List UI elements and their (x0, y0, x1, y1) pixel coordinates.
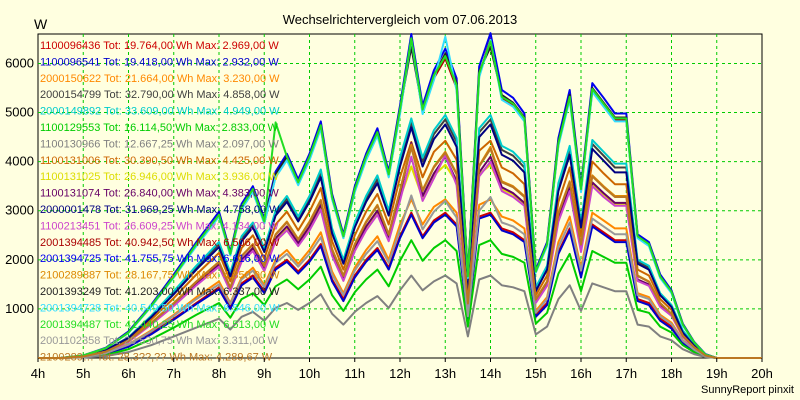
legend-entry: 2001393249 Tot: 41.203,00 Wh Max: 6.337,… (40, 286, 280, 298)
x-tick-label: 16h (570, 366, 592, 381)
legend-entry: 1100213451 Tot: 26.609,25 Wh Max: 4.134,… (40, 220, 279, 232)
x-tick-label: 18h (661, 366, 683, 381)
series-line-1100129553 (38, 239, 762, 359)
legend-entry: 2100289… Tot: 28.3??,?? Wh Max: 4.289,67… (40, 352, 273, 364)
y-axis: 1000 2000 3000 4000 5000 6000 (5, 55, 34, 315)
legend-entry: 1100131025 Tot: 26.946,00 Wh Max: 3.936,… (40, 171, 279, 183)
legend-entry: 2001394485 Tot: 40.942,50 Wh Max: 6.506,… (40, 237, 280, 249)
legend-entry: 2000149892 Tot: 33.609,00 Wh Max: 4.949,… (40, 106, 280, 118)
legend: 1100096436 Tot: 19.764,00 Wh Max: 2.969,… (40, 40, 280, 364)
x-tick-label: 20h (751, 366, 773, 381)
x-tick-label: 19h (706, 366, 728, 381)
x-tick-label: 17h (615, 366, 637, 381)
series-line-2100289… (38, 146, 762, 359)
y-tick-label: 6000 (5, 55, 34, 70)
x-tick-label: 4h (31, 366, 45, 381)
legend-entry: 1100130966 Tot: 12.667,25 Wh Max: 2.097,… (40, 138, 279, 150)
series-line-2001394487 (38, 37, 762, 359)
x-tick-label: 10h (299, 366, 321, 381)
series-line-1100130966 (38, 274, 762, 359)
y-tick-label: 5000 (5, 105, 34, 120)
y-tick-label: 4000 (5, 154, 34, 169)
legend-entry: 2001394725 Tot: 41.755,75 Wh Max: 6.616,… (40, 253, 280, 265)
legend-entry: 2000154799 Tot: 32.790,00 Wh Max: 4.858,… (40, 89, 280, 101)
x-tick-label: 11h (344, 366, 365, 381)
x-tick-label: 13h (434, 366, 456, 381)
y-axis-label: W (34, 16, 48, 32)
x-tick-label: 14h (480, 366, 502, 381)
legend-entry: 2001394728 Tot: 40.549,50 Wh Max: 6.546,… (40, 302, 280, 314)
footer-credit: SunnyReport pinxit (701, 384, 794, 396)
x-tick-label: 15h (525, 366, 547, 381)
series-line-1100131006 (38, 139, 762, 359)
series-line-1100213451 (38, 154, 762, 359)
legend-entry: 1100131074 Tot: 26.840,00 Wh Max: 4.383,… (40, 188, 279, 200)
x-tick-label: 9h (257, 366, 271, 381)
y-tick-label: 1000 (5, 301, 34, 316)
x-tick-label: 12h (389, 366, 411, 381)
x-tick-label: 8h (212, 366, 226, 381)
legend-entry: 2000001478 Tot: 31.969,25 Wh Max: 4.758,… (40, 204, 280, 216)
legend-entry: 2001394487 Tot: 41.440,25 Wh Max: 6.513,… (40, 319, 280, 331)
legend-entry: 1100129553 Tot: 16.114,50 Wh Max: 2.833,… (40, 122, 279, 134)
series-line-2000001478 (38, 123, 762, 359)
x-tick-label: 7h (167, 366, 181, 381)
chart-title: Wechselrichtervergleich vom 07.06.2013 (282, 12, 518, 27)
y-tick-label: 2000 (5, 252, 34, 267)
legend-entry: 2000150622 Tot: 21.664,00 Wh Max: 3.230,… (40, 73, 280, 85)
legend-entry: 2001102358 Tot: 20.530,75 Wh Max: 3.311,… (40, 335, 279, 347)
series-line-1100096541 (38, 213, 762, 359)
series-line-2000149892 (38, 114, 762, 359)
x-tick-label: 5h (76, 366, 90, 381)
legend-entry: 1100131006 Tot: 30.390,50 Wh Max: 4.425,… (40, 155, 279, 167)
legend-entry: 2100289887 Tot: 28.167,75 Wh Max: 4.350,… (40, 270, 280, 282)
legend-entry: 1100096436 Tot: 19.764,00 Wh Max: 2.969,… (40, 40, 279, 52)
legend-entry: 1100096541 Tot: 19.418,00 Wh Max: 2.932,… (40, 56, 279, 68)
series-line-2001102358 (38, 194, 762, 359)
y-tick-label: 3000 (5, 203, 34, 218)
series-lines (38, 32, 762, 359)
x-tick-label: 6h (121, 366, 135, 381)
x-axis: 4h 5h 6h 7h 8h 9h 10h 11h 12h 13h 14h 15h 16h 17h 18h 1… (31, 358, 773, 381)
